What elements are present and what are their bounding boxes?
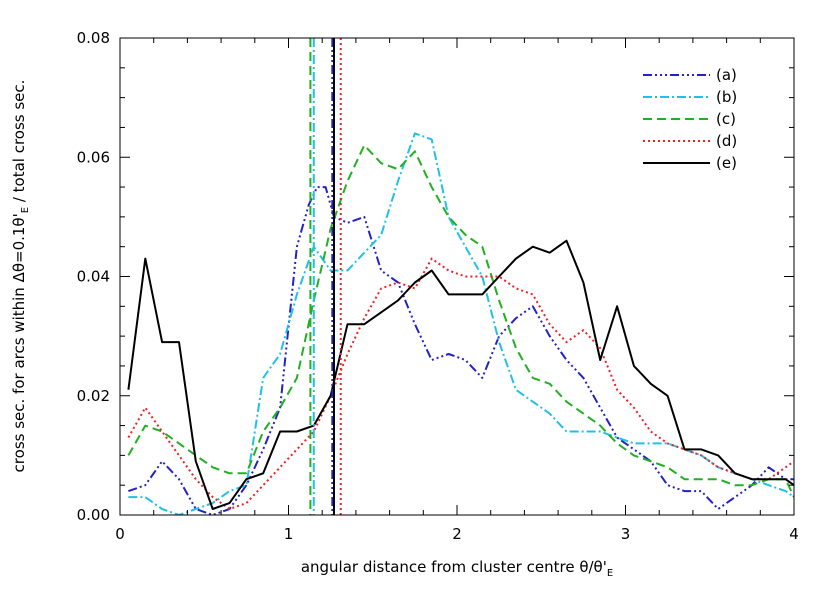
series-line-b	[128, 132, 794, 515]
series-line-a	[128, 186, 794, 515]
y-tick-label: 0.06	[77, 148, 110, 166]
legend-label: (a)	[716, 66, 737, 84]
axis-ticks: 0 1 2 3 4 0.00 0.02 0.04 0.06 0.08	[77, 29, 799, 543]
x-tick-label: 1	[284, 525, 294, 543]
x-axis-label: angular distance from cluster centre θ/θ…	[301, 558, 613, 579]
x-tick-label: 2	[452, 525, 462, 543]
legend-label: (c)	[716, 110, 736, 128]
legend: (a) (b) (c) (d) (e)	[643, 66, 737, 172]
y-tick-label: 0.00	[77, 506, 110, 524]
series-line-d	[127, 257, 794, 510]
y-axis-label: cross sec. for arcs within Δθ=0.1θ'E / t…	[10, 80, 31, 473]
x-tick-label: 4	[789, 525, 799, 543]
x-tick-label: 3	[621, 525, 631, 543]
plot-frame	[119, 37, 795, 516]
legend-label: (d)	[716, 132, 737, 150]
y-tick-label: 0.02	[77, 387, 110, 405]
threshold-lines	[309, 38, 342, 515]
x-tick-label: 0	[115, 525, 125, 543]
series-line-e	[127, 239, 794, 510]
y-tick-label: 0.08	[77, 29, 110, 47]
series-line-c	[127, 144, 794, 498]
legend-label: (e)	[716, 154, 737, 172]
y-tick-label: 0.04	[77, 268, 110, 286]
legend-label: (b)	[716, 88, 737, 106]
series-layer	[127, 132, 794, 515]
